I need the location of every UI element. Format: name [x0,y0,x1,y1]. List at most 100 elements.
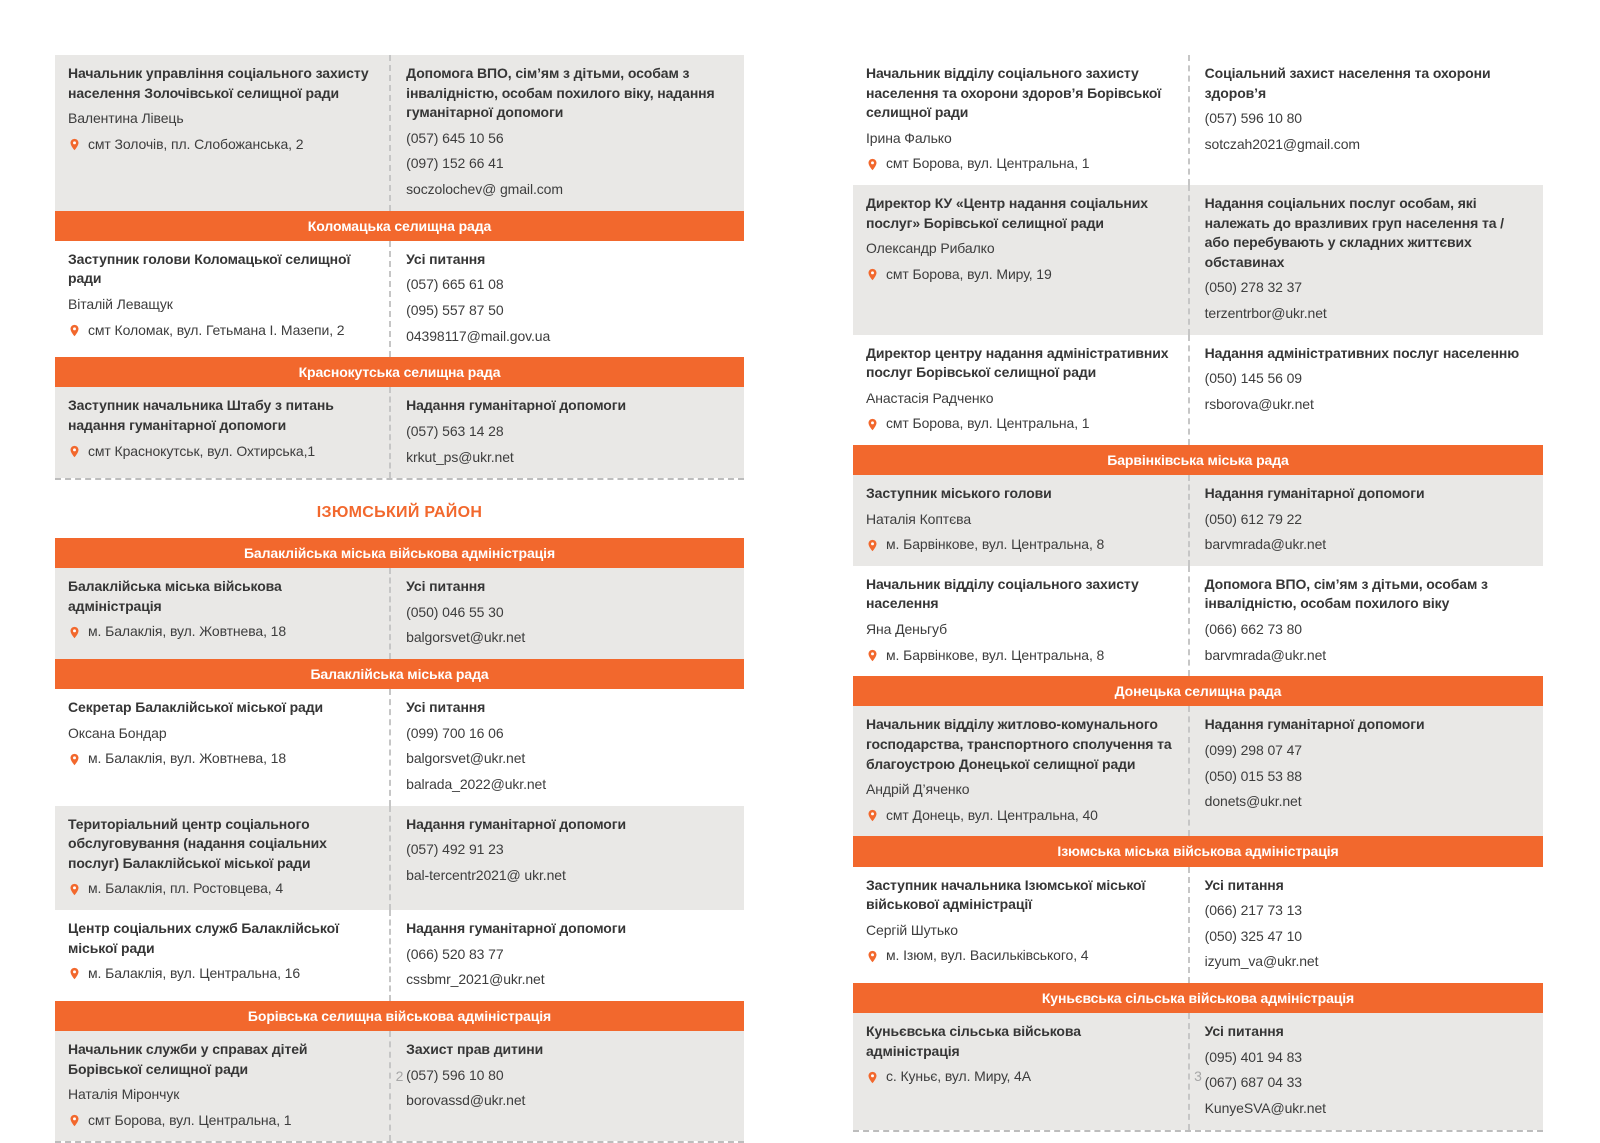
contact-line: (097) 152 66 41 [406,155,504,172]
contact-row: Начальник відділу соціального захисту на… [853,565,1543,677]
service-description: Допомога ВПО, сім’ям з дітьми, особам з … [1204,575,1488,612]
location-pin-icon [68,322,81,339]
address-text: м. Барвінкове, вул. Центральна, 8 [886,646,1105,663]
contact-right-cell: Соціальний захист населення та охорони з… [1187,55,1543,185]
address-text: смт Краснокутськ, вул. Охтирська,1 [88,442,316,459]
contact-row: Заступник начальника Штабу з питань нада… [55,387,744,479]
contact-line: (057) 492 91 23 [406,841,504,858]
council-header: Донецька селищна рада [853,676,1543,707]
location-pin-icon [866,647,879,664]
council-header: Коломацька селищна рада [55,210,744,241]
page-number: 2 [395,1068,404,1084]
service-description: Усі питання [1204,876,1284,893]
contacts-table: Балаклійська міська військова адміністра… [55,538,744,1143]
address-text: с. Куньє, вул. Миру, 4А [886,1068,1031,1085]
contact-name: Олександр Рибалко [866,240,995,257]
contact-address: м. Балаклія, вул. Жовтнева, 18 [68,749,377,769]
contact-position: Директор КУ «Центр надання соціальних по… [866,194,1148,231]
contact-right-cell: Допомога ВПО, сім’ям з дітьми, особам з … [1187,565,1543,677]
contact-position: Балаклійська міська військова адміністра… [68,578,282,614]
contact-left-cell: Балаклійська міська військова адміністра… [55,568,389,659]
contact-line: cssbmr_2021@ukr.net [406,971,545,988]
contact-left-cell: Начальник управління соціального захисту… [55,55,389,211]
service-description: Усі питання [406,699,486,716]
contact-left-cell: Секретар Балаклійської міської ради Оксан… [55,689,389,805]
contact-position: Заступник голови Коломацької селищної ра… [68,250,351,287]
contact-row: Заступник міського голови Наталія Коптєва… [853,475,1543,566]
council-header: Балаклійська міська військова адміністра… [55,538,744,569]
contact-name: Яна Деньгуб [866,621,947,638]
contact-row: Балаклійська міська військова адміністра… [55,568,744,660]
contact-position: Начальник відділу соціального захисту на… [866,575,1139,612]
contact-address: смт Донець, вул. Центральна, 40 [866,806,1176,826]
service-description: Надання гуманітарної допомоги [406,815,626,832]
contact-name: Оксана Бондар [68,724,167,741]
page-2: Начальник управління соціального захисту… [55,55,744,1143]
council-header: Барвінківська міська рада [853,444,1543,476]
contact-address: смт Борова, вул. Центральна, 1 [68,1111,377,1131]
contact-right-cell: Надання гуманітарної допомоги (099) 298 0… [1187,706,1543,837]
location-pin-icon [866,266,879,283]
service-description: Усі питання [406,250,486,267]
district-heading: ІЗЮМСЬКИЙ РАЙОН [316,504,483,522]
address-text: м. Балаклія, вул. Жовтнева, 18 [88,750,287,767]
address-text: смт Борова, вул. Центральна, 1 [886,415,1090,432]
contact-line: soczolochev@ gmail.com [406,180,563,197]
contact-right-cell: Надання адміністративних послуг населенн… [1187,334,1543,445]
address-text: смт Борова, вул. Миру, 19 [886,265,1052,282]
service-description: Усі питання [1204,1023,1284,1040]
contact-line: (095) 557 87 50 [406,301,504,318]
contact-address: смт Борова, вул. Центральна, 1 [866,154,1176,174]
contact-left-cell: Куньєвська сільська військова адміністра… [853,1013,1188,1129]
contact-right-cell: Усі питання (057) 665 61 08 (095) 557 87 5… [389,240,744,358]
contact-line: (067) 687 04 33 [1204,1074,1302,1091]
page-body: Начальник управління соціального захисту… [55,55,744,1143]
service-description: Захист прав дитини [406,1040,544,1057]
contact-line: (050) 325 47 10 [1204,927,1302,944]
contact-name: Ірина Фалько [866,129,952,146]
contact-row: Територіальний центр соціального обслуго… [55,805,744,910]
location-pin-icon [68,751,81,768]
contact-row: Начальник відділу соціального захисту на… [853,55,1543,185]
contact-right-cell: Захист прав дитини (057) 596 10 80 borovas… [389,1030,744,1142]
contact-right-cell: Надання гуманітарної допомоги (057) 492 9… [389,805,744,910]
location-pin-icon [866,416,879,433]
contact-line: (095) 401 94 83 [1204,1048,1302,1065]
contact-address: м. Барвінкове, вул. Центральна, 8 [866,535,1176,555]
contact-line: bal-tercentr2021@ ukr.net [406,866,566,883]
contact-row: Директор КУ «Центр надання соціальних по… [853,184,1543,335]
contact-line: (057) 596 10 80 [1204,110,1302,127]
service-description: Надання гуманітарної допомоги [406,397,626,414]
contact-line: sotczah2021@gmail.com [1204,135,1360,152]
contact-address: м. Ізюм, вул. Васильківського, 4 [866,946,1176,966]
address-text: м. Ізюм, вул. Васильківського, 4 [886,947,1089,964]
contact-address: м. Барвінкове, вул. Центральна, 8 [866,646,1176,666]
contact-row: Центр соціальних служб Балаклійської міс… [55,910,744,1001]
contact-line: borovassd@ukr.net [406,1092,526,1109]
contact-row: Заступник голови Коломацької селищної ра… [55,240,744,358]
contact-position: Начальник служби у справах дітей Борівсь… [68,1040,308,1077]
contact-address: смт Борова, вул. Миру, 19 [866,265,1176,285]
contact-line: (057) 645 10 56 [406,129,504,146]
contact-line: barvmrada@ukr.net [1204,536,1327,553]
contact-position: Заступник міського голови [866,485,1052,502]
location-pin-icon [68,1112,81,1129]
location-pin-icon [68,881,81,898]
location-pin-icon [866,948,879,965]
contact-position: Територіальний центр соціального обслуго… [68,815,327,871]
contact-address: м. Балаклія, вул. Жовтнева, 18 [68,622,377,642]
service-description: Допомога ВПО, сім’ям з дітьми, особам з … [406,65,715,121]
location-pin-icon [68,965,81,982]
contact-line: (050) 612 79 22 [1204,510,1302,527]
contact-left-cell: Заступник начальника Штабу з питань нада… [55,387,389,478]
contact-line: (050) 145 56 09 [1204,370,1302,387]
contact-line: (057) 665 61 08 [406,276,504,293]
contact-line: terzentrbor@ukr.net [1204,304,1327,321]
contact-row: Секретар Балаклійської міської ради Оксан… [55,689,744,806]
contact-address: м. Балаклія, вул. Центральна, 16 [68,964,377,984]
contacts-table: Начальник управління соціального захисту… [55,55,744,481]
contact-position: Заступник начальника Штабу з питань нада… [68,397,334,433]
address-text: смт Донець, вул. Центральна, 40 [886,806,1098,823]
contact-line: rsborova@ukr.net [1204,395,1314,412]
